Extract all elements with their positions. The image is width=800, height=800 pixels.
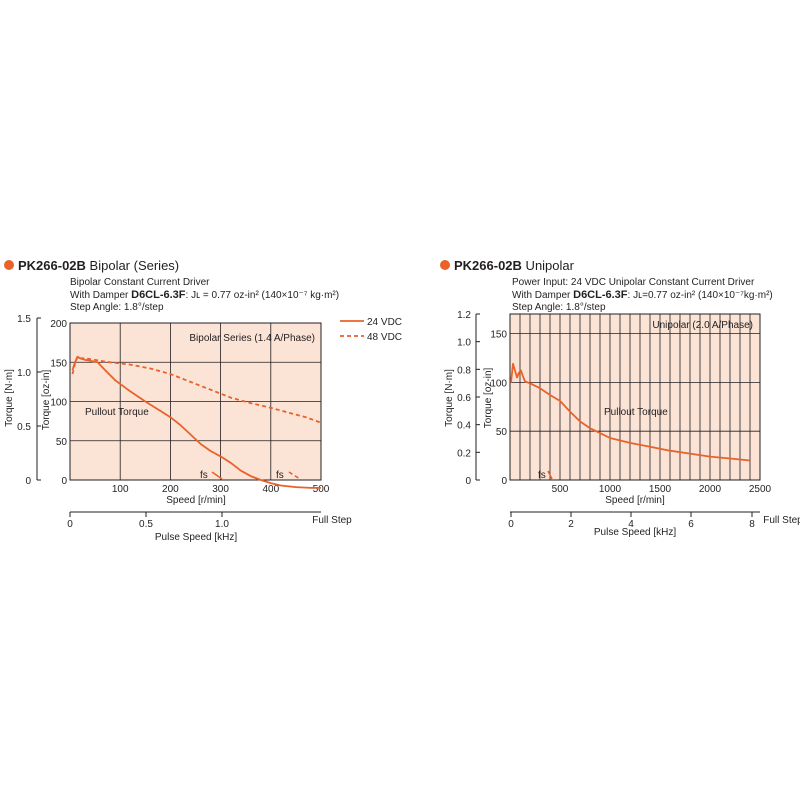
gridlines [70,323,321,480]
tick-label: 1.0 [457,338,471,349]
tick-label: 1.2 [457,310,471,321]
legend-label: 48 VDC [367,332,402,343]
tick-label: 2500 [749,484,772,495]
tick-label: 0.6 [457,393,471,404]
tick-label: 0 [501,476,507,487]
tick-label: 500 [313,484,330,495]
fs-line [288,471,301,480]
series-line-solid [71,355,321,489]
tick-label: 0.5 [17,422,31,433]
y-axis-ticks: 0 50 100 150 200 [50,319,67,487]
y2-axis-ticks: 0 0.5 1.0 1.5 [17,314,41,487]
plot-frame [509,313,761,481]
series-layer [510,362,751,462]
tick-label: 50 [496,427,508,438]
tick-label: 2000 [699,484,722,495]
box-label: Bipolar Series (1.4 A/Phase) [189,333,315,344]
plot-area [510,314,760,480]
tick-label: 1.0 [215,519,229,530]
tick-label: 0.2 [457,448,471,459]
tick-label: 1000 [599,484,622,495]
chart-bipolar: PK266-02B Bipolar (Series) Bipolar Const… [4,258,402,543]
region-label: Pullout Torque [604,407,668,418]
info-line-2: With Damper D6CL-6.3F: Jʟ = 0.77 oz-in² … [70,289,339,301]
x-axis-ticks: 100 200 300 400 500 [112,484,330,495]
fs-label: fs [538,470,546,481]
chart-title: PK266-02B Bipolar (Series) [18,258,179,273]
y2-axis-label: Torque [N·m] [444,369,455,427]
info-line-1: Power Input: 24 VDC Unipolar Constant Cu… [512,277,755,288]
info-line-3: Step Angle: 1.8°/step [512,302,606,313]
tick-label: 100 [490,378,507,389]
info-line-2: With Damper D6CL-6.3F: Jʟ=0.77 oz-in² (1… [512,289,773,301]
y-axis-label: Torque [oz-in] [41,369,52,430]
tick-label: 150 [50,358,67,369]
chart-unipolar: PK266-02B Unipolar Power Input: 24 VDC U… [440,258,800,538]
tick-label: 0 [25,476,31,487]
tick-label: 150 [490,330,507,341]
fs-label: fs [200,470,208,481]
tick-label: Full Step [312,515,352,526]
x2-axis-label: Pulse Speed [kHz] [155,532,237,543]
tick-label: 6 [688,519,694,530]
tick-label: 50 [56,437,68,448]
region-label: Pullout Torque [85,407,149,418]
tick-label: 1.0 [17,368,31,379]
plot-frame [69,322,322,481]
info-line-1: Bipolar Constant Current Driver [70,277,210,288]
tick-label: 2 [568,519,574,530]
tick-label: 500 [552,484,569,495]
legend: 24 VDC 48 VDC [340,317,402,343]
gridlines [510,314,760,480]
y2-axis-ticks: 0 0.2 0.4 0.6 0.8 1.0 1.2 [457,310,480,487]
tick-label: 100 [50,398,67,409]
x-axis-label: Speed [r/min] [605,495,665,506]
tick-label: 0 [465,476,471,487]
info-line-3: Step Angle: 1.8°/step [70,302,164,313]
tick-label: 0 [508,519,514,530]
y-axis-ticks: 0 50 100 150 [490,330,507,487]
tick-label: 1.5 [17,314,31,325]
tick-label: 8 [749,519,755,530]
x2-axis-label: Pulse Speed [kHz] [594,527,676,538]
tick-label: 0.8 [457,365,471,376]
fs-label: fs [276,470,284,481]
x-axis-label: Speed [r/min] [166,495,226,506]
fs-line [211,471,223,480]
tick-label: 200 [162,484,179,495]
tick-label: 200 [50,319,67,330]
tick-label: 300 [212,484,229,495]
title-bullet-icon [4,260,14,270]
x2-axis-ticks: 0 2 4 6 8 Full Step [508,512,800,530]
title-bullet-icon [440,260,450,270]
series-line-solid [510,362,751,462]
y-axis-label: Torque [oz-in] [483,367,494,428]
tick-label: 4 [628,519,634,530]
tick-label: 100 [112,484,129,495]
tick-label: 400 [262,484,279,495]
tick-label: 0.5 [139,519,153,530]
tick-label: 0 [61,476,67,487]
tick-label: 1500 [649,484,672,495]
box-label: Unipolar (2.0 A/Phase) [652,320,753,331]
chart-title: PK266-02B Unipolar [454,258,575,273]
x-axis-ticks: 500 1000 1500 2000 2500 [552,484,772,495]
y2-axis-label: Torque [N·m] [4,369,15,427]
x2-axis-ticks: 0 0.5 1.0 Full Step [67,512,352,530]
tick-label: 0.4 [457,421,471,432]
tick-label: Full Step [763,515,800,526]
tick-label: 0 [67,519,73,530]
fs-line [547,470,553,480]
legend-label: 24 VDC [367,317,402,328]
series-layer [71,355,322,489]
